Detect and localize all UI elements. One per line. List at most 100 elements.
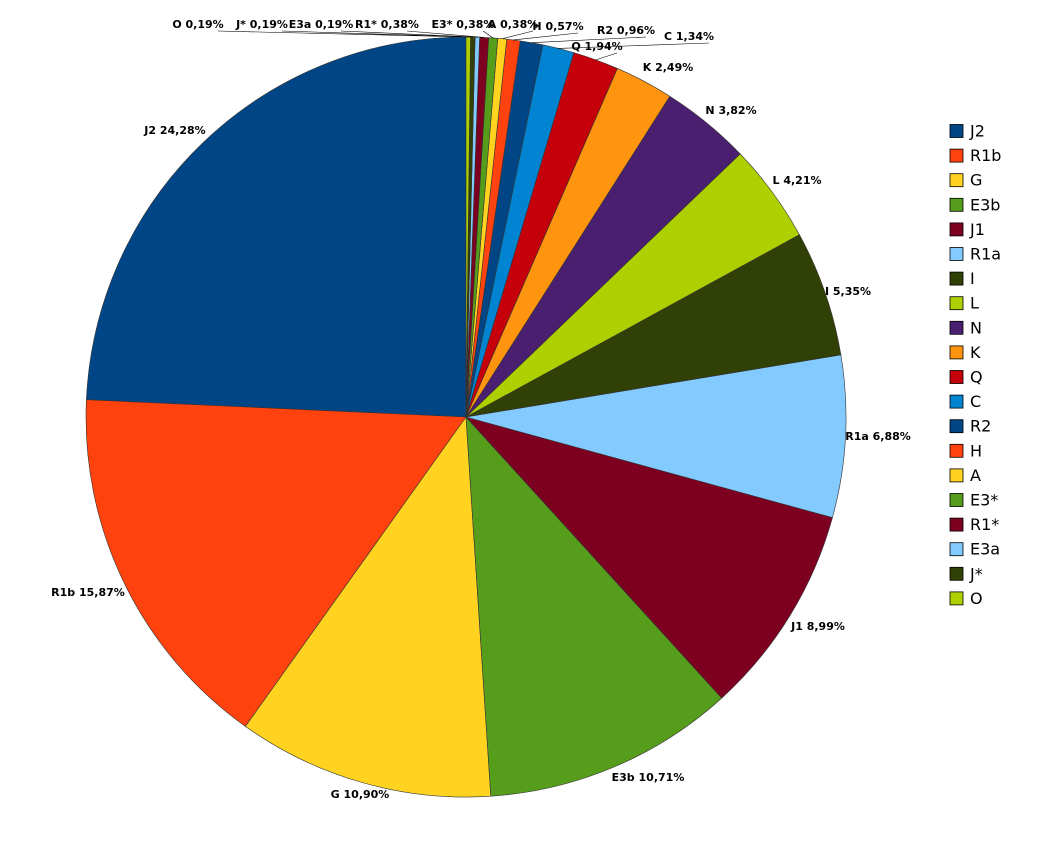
legend-label: L [970, 294, 979, 313]
legend-label: A [970, 466, 981, 485]
pie-slice [465, 354, 847, 518]
label-value: 0,38% [381, 18, 419, 31]
legend-swatch [949, 370, 964, 384]
label-category: E3* [432, 18, 453, 31]
legend-swatch [949, 247, 964, 261]
legend-label: J* [969, 564, 983, 583]
legend-swatch [949, 124, 964, 138]
legend-label: R2 [970, 417, 991, 436]
data-label: J1 8,99% [790, 620, 845, 633]
label-category: E3b [612, 771, 635, 784]
label-category: J1 [790, 620, 803, 633]
pie-slice [465, 416, 723, 797]
legend-swatch [949, 345, 964, 360]
legend-label: E3b [970, 195, 1000, 214]
data-label: J2 24,28% [143, 124, 205, 137]
label-category: G [331, 788, 340, 801]
label-value: 5,35% [833, 285, 871, 298]
label-category: H [532, 20, 541, 33]
legend-label: H [970, 441, 982, 460]
data-label: I 5,35% [825, 285, 871, 298]
legend-swatch [949, 271, 964, 286]
data-label: H 0,57% [532, 20, 583, 33]
label-value: 6,88% [873, 430, 911, 443]
data-label: L 4,21% [772, 174, 821, 187]
label-category: I [825, 285, 829, 298]
legend-swatch [949, 148, 964, 163]
legend-label: R1* [970, 515, 999, 534]
label-value: 0,19% [315, 18, 353, 31]
leader-line [502, 30, 534, 40]
legend-swatch [949, 296, 964, 311]
label-category: K [643, 61, 652, 74]
label-category: N [705, 104, 714, 117]
data-label: J* 0,19% [235, 18, 288, 31]
legend-swatch [949, 468, 964, 483]
legend-label: J1 [969, 220, 985, 239]
label-value: 0,96% [617, 24, 655, 37]
label-value: 15,87% [79, 586, 125, 599]
legend-swatch [949, 173, 964, 188]
legend-label: R1b [970, 146, 1001, 165]
label-category: C [664, 30, 672, 43]
leader-line [482, 30, 494, 39]
label-value: 24,28% [160, 124, 206, 137]
label-category: R1b [51, 586, 75, 599]
data-label: G 10,90% [331, 788, 390, 801]
legend-label: C [970, 392, 981, 411]
legend-swatch [949, 197, 964, 212]
pie-slice [86, 36, 467, 418]
leader-line [217, 30, 469, 38]
legend-swatch [949, 517, 964, 532]
legend-swatch [949, 566, 964, 581]
legend-label: R1a [970, 245, 1001, 264]
legend-swatch [949, 320, 964, 335]
label-value: 10,90% [344, 788, 390, 801]
legend-swatch [949, 222, 964, 237]
data-label: N 3,82% [705, 104, 756, 117]
leader-line [558, 42, 710, 49]
leader-line [281, 30, 473, 38]
data-label: K 2,49% [643, 61, 694, 74]
label-value: 0,19% [186, 18, 224, 31]
legend-label: K [970, 343, 981, 362]
legend-swatch [949, 591, 964, 606]
label-value: 0,38% [456, 18, 494, 31]
leader-line [595, 52, 618, 61]
leader-line [340, 30, 478, 38]
label-category: J* [235, 18, 246, 31]
legend-label: G [970, 171, 982, 190]
pie-slice [85, 399, 467, 727]
data-label: C 1,34% [664, 30, 714, 43]
label-category: R1a [845, 430, 869, 443]
data-label: R1* 0,38% [355, 18, 419, 31]
legend-label: N [970, 318, 982, 337]
leader-line [513, 32, 579, 41]
label-category: A [488, 18, 497, 31]
label-value: 3,82% [718, 104, 756, 117]
legend-label: E3* [970, 491, 998, 510]
data-label: E3* 0,38% [432, 18, 495, 31]
legend-label: J2 [969, 122, 985, 141]
pie-slice [244, 416, 492, 798]
data-label: O 0,19% [172, 18, 223, 31]
data-label: E3b 10,71% [612, 771, 685, 784]
legend-swatch [949, 419, 964, 434]
legend-label: E3a [970, 540, 1000, 559]
label-category: L [772, 174, 779, 187]
label-category: Q [571, 40, 580, 53]
label-value: 0,19% [250, 18, 288, 31]
pie-slice [465, 416, 833, 699]
label-value: 0,38% [500, 18, 538, 31]
data-label: R2 0,96% [597, 24, 655, 37]
data-label: R1a 6,88% [845, 430, 911, 443]
legend-label: Q [970, 368, 983, 387]
data-label: E3a 0,19% [289, 18, 354, 31]
legend-swatch [949, 493, 964, 507]
label-value: 10,71% [639, 771, 685, 784]
label-category: J2 [143, 124, 156, 137]
label-value: 8,99% [807, 620, 845, 633]
label-value: 4,21% [783, 174, 821, 187]
label-category: R1* [355, 18, 377, 31]
